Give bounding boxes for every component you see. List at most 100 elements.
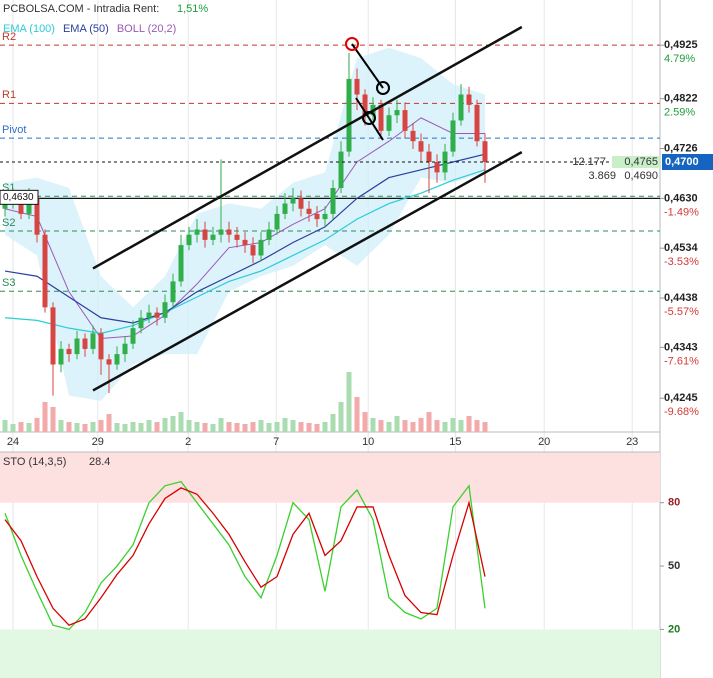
- candle-body: [122, 343, 128, 355]
- candle-body: [90, 333, 96, 349]
- candle-body: [210, 234, 216, 240]
- volume-bar: [474, 420, 480, 432]
- book-size: 12.177: [572, 156, 606, 168]
- labels: PCBOLSA.COM - Intradia Rent: 1,51% STO (…: [0, 3, 713, 635]
- x-tick-label: 15: [449, 436, 461, 448]
- bollinger-band: [5, 47, 485, 401]
- volume-bar: [402, 420, 408, 432]
- book-size: 3.869: [588, 170, 616, 182]
- candle-body: [202, 229, 208, 240]
- x-tick-label: 20: [538, 436, 550, 448]
- volume-bar: [378, 420, 384, 432]
- candle-body: [130, 328, 136, 344]
- y-tick-label: 0,4245: [664, 392, 698, 404]
- volume-bar: [50, 407, 56, 432]
- volume-bar: [42, 402, 48, 432]
- x-tick-label: 2: [185, 436, 191, 448]
- volume-bar: [34, 418, 40, 432]
- volume-bar: [370, 418, 376, 432]
- ema-line: [4, 153, 486, 324]
- drawing-circle: [362, 111, 376, 125]
- volume-bar: [322, 422, 328, 432]
- stoch-last: 28.4: [89, 456, 110, 468]
- y-tick-change: -3.53%: [664, 256, 699, 268]
- y-tick-label: 0,4822: [664, 93, 698, 105]
- volume-bar: [234, 423, 240, 432]
- volume-bar: [122, 424, 128, 432]
- candle-body: [282, 203, 288, 214]
- volume-bar: [346, 372, 352, 432]
- volume-bar: [458, 420, 464, 432]
- volume-bar: [186, 420, 192, 432]
- candle-body: [434, 162, 440, 173]
- candle-body: [2, 203, 8, 209]
- candle-body: [346, 78, 352, 152]
- oversold-zone: [0, 629, 660, 678]
- last-price-box: [662, 154, 713, 170]
- candle-body: [114, 354, 120, 365]
- y-tick-change: 4.79%: [664, 53, 695, 65]
- y-tick-label: 0,4925: [664, 39, 698, 51]
- volume-bar: [170, 416, 176, 432]
- volume-bar: [282, 418, 288, 432]
- candle-body: [290, 198, 296, 204]
- volume-bar: [202, 423, 208, 432]
- annotations: [345, 37, 390, 141]
- pivot-label: R1: [2, 89, 16, 101]
- candle-body: [362, 94, 368, 116]
- candle-body: [66, 348, 72, 355]
- x-tick-label: 24: [7, 436, 19, 448]
- candle-body: [162, 302, 168, 318]
- drawing-line: [351, 43, 384, 89]
- volume-bar: [290, 420, 296, 432]
- volume-bar: [242, 424, 248, 432]
- candle-body: [106, 359, 112, 365]
- rent-value: 1,51%: [177, 3, 208, 15]
- volume-bar: [226, 422, 232, 432]
- candle-body: [402, 110, 408, 131]
- volume-bar: [58, 420, 64, 432]
- y-tick-label: 0,4726: [664, 142, 698, 154]
- volume-bar: [178, 412, 184, 432]
- volume-bar: [450, 418, 456, 432]
- candle-body: [482, 141, 488, 162]
- volume-bar: [418, 418, 424, 432]
- volume-bar: [386, 422, 392, 432]
- pivot-label: S2: [2, 217, 15, 229]
- pivot-label: S3: [2, 277, 15, 289]
- y-tick-change: -1.49%: [664, 206, 699, 218]
- site-title: PCBOLSA.COM - Intradia: [3, 3, 131, 15]
- candle-body: [394, 110, 400, 116]
- drawing-line: [368, 117, 384, 141]
- rent-label: Rent:: [133, 3, 159, 15]
- book-price: 0,4690: [624, 170, 658, 182]
- candle-body: [186, 234, 192, 246]
- volume-bar: [90, 422, 96, 432]
- y-tick-change: -9.68%: [664, 406, 699, 418]
- legend-entry: EMA (50): [63, 23, 109, 35]
- stoch-title: STO (14,3,5): [3, 456, 66, 468]
- candle-body: [474, 104, 480, 142]
- volume-bar: [442, 422, 448, 432]
- y-tick-change: -5.57%: [664, 306, 699, 318]
- candle-body: [314, 213, 320, 220]
- candle-body: [194, 229, 200, 235]
- candle-body: [50, 307, 56, 365]
- volume-bar: [362, 412, 368, 432]
- last-price-label: 0,4700: [665, 156, 699, 168]
- candle-body: [466, 94, 472, 105]
- volume-bar: [10, 424, 16, 432]
- volume-bar: [106, 414, 112, 432]
- candle-body: [74, 338, 80, 355]
- volume-bar: [426, 412, 432, 432]
- volume-bar: [306, 423, 312, 432]
- candle-body: [42, 234, 48, 308]
- candle-body: [242, 239, 248, 246]
- volume-bar: [114, 423, 120, 432]
- candle-body: [426, 151, 432, 162]
- pivot-label: R2: [2, 31, 16, 43]
- candle-body: [378, 104, 384, 131]
- candle-body: [338, 151, 344, 188]
- drawing-line: [355, 97, 370, 119]
